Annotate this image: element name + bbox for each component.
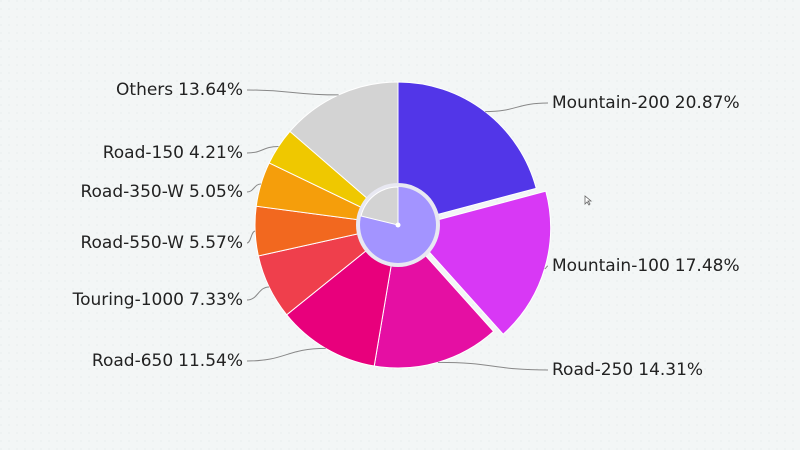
cursor [584, 195, 593, 206]
value-label: 11.54% [178, 351, 243, 371]
value-label: 14.31% [638, 360, 703, 380]
value-label: 5.57% [189, 233, 243, 253]
category-label: Road-350-W [80, 182, 184, 202]
leader-line [485, 102, 549, 113]
value-label: 17.48% [675, 256, 740, 276]
leader-line [246, 347, 326, 362]
slice [289, 81, 399, 227]
category-label: Touring-1000 [72, 290, 184, 310]
value-label: 13.64% [178, 80, 243, 100]
slice [397, 81, 537, 226]
leader-line [437, 361, 549, 371]
inner-slice [360, 186, 399, 226]
data-label: Road-650 11.54% [92, 351, 243, 371]
data-label: Road-250 14.31% [552, 360, 703, 380]
value-label: 5.05% [189, 182, 243, 202]
data-label: Touring-1000 7.33% [72, 290, 243, 310]
value-label: 20.87% [675, 93, 740, 113]
leader-line [246, 145, 279, 154]
slice [285, 223, 399, 367]
data-label: Mountain-200 20.87% [552, 93, 740, 113]
leader-line [246, 230, 256, 244]
leader-line [246, 89, 339, 96]
category-label: Mountain-100 [552, 256, 670, 276]
data-label: Others 13.64% [116, 80, 243, 100]
category-label: Mountain-200 [552, 93, 670, 113]
category-label: Road-150 [103, 143, 184, 163]
category-label: Road-650 [92, 351, 173, 371]
leader-line [246, 183, 262, 193]
center-dot [395, 222, 401, 228]
data-label: Mountain-100 17.48% [552, 256, 740, 276]
leader-line [246, 286, 270, 301]
category-label: Others [116, 80, 173, 100]
value-label: 7.33% [189, 290, 243, 310]
category-label: Road-550-W [80, 233, 184, 253]
data-label: Road-150 4.21% [103, 143, 243, 163]
data-label: Road-550-W 5.57% [80, 233, 243, 253]
leader-line [544, 265, 549, 270]
value-label: 4.21% [189, 143, 243, 163]
data-label: Road-350-W 5.05% [80, 182, 243, 202]
category-label: Road-250 [552, 360, 633, 380]
